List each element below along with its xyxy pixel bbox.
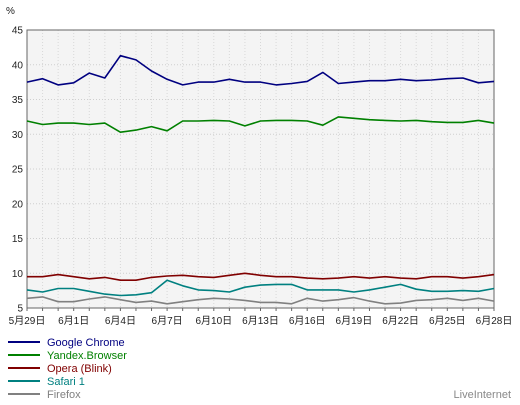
legend-label: Firefox	[47, 389, 81, 401]
y-tick-label: 10	[12, 269, 24, 280]
x-tick-label: 6月16日	[289, 315, 326, 327]
series-line-firefox	[26, 296, 495, 305]
y-tick-label: 30	[12, 130, 24, 141]
grid-layer	[26, 29, 495, 311]
x-tick-label: 6月25日	[429, 315, 466, 327]
x-tick-label: 6月1日	[58, 315, 89, 327]
x-tick-label: 6月22日	[382, 315, 419, 327]
x-tick-label: 6月13日	[242, 315, 279, 327]
x-tick-label: 5月29日	[9, 315, 46, 327]
y-tick-label: 40	[12, 60, 24, 71]
x-tick-labels: 5月29日 6月1日 6月4日 6月7日 6月10日 6月13日 6月16日 6月19日 6月2…	[9, 315, 513, 327]
x-tick-label: 6月28日	[476, 315, 513, 327]
y-tick-label: 25	[12, 165, 24, 176]
x-tick-label: 6月10日	[195, 315, 232, 327]
series-line-safari-1	[26, 279, 495, 297]
x-tick-label: 6月19日	[336, 315, 373, 327]
x-tick-label: 6月4日	[105, 315, 136, 327]
watermark: LiveInternet	[454, 389, 511, 401]
series-line-opera-blink	[27, 272, 495, 282]
plot-frame	[26, 29, 495, 309]
series-layer	[26, 54, 495, 305]
series-line-yandex-browser	[26, 116, 495, 133]
x-tick-label: 6月7日	[152, 315, 183, 327]
y-tick-label: 35	[12, 95, 24, 106]
y-tick-label: 20	[12, 199, 24, 210]
legend-label: Google Chrome	[47, 337, 125, 349]
legend-label: Opera (Blink)	[47, 363, 112, 375]
y-tick-labels: 5 10 15 20 25 30 35 40 45	[12, 26, 24, 315]
series-line-google-chrome	[26, 54, 495, 86]
y-tick-label: 5	[17, 304, 23, 315]
y-axis-label: %	[6, 6, 15, 17]
legend-label: Safari 1	[47, 376, 85, 388]
y-tick-label: 45	[12, 26, 24, 37]
legend-label: Yandex.Browser	[47, 350, 127, 362]
y-tick-label: 15	[12, 234, 24, 245]
